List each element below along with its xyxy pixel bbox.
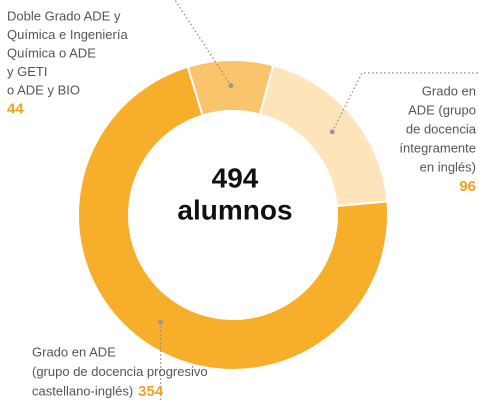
leader-dot bbox=[158, 319, 164, 325]
leader-dot bbox=[329, 129, 335, 135]
donut-segment bbox=[258, 64, 389, 208]
category-label: y GETI bbox=[7, 64, 47, 79]
category-label: ADE (grupo bbox=[408, 102, 476, 117]
category-label: Química e Ingeniería bbox=[7, 27, 128, 42]
category-label: en inglés) bbox=[420, 159, 476, 174]
category-label: íntegramente bbox=[399, 140, 476, 155]
category-label: (grupo de docencia progresivo bbox=[32, 364, 208, 379]
donut-segment bbox=[77, 65, 389, 371]
category-label: Grado en ADE bbox=[32, 344, 116, 359]
center-value: 494 bbox=[212, 162, 259, 193]
value-label: 44 bbox=[7, 100, 24, 117]
value-label: 354 bbox=[138, 383, 164, 400]
leader-dot bbox=[228, 83, 234, 89]
category-label: de docencia bbox=[406, 121, 477, 136]
category-label: castellano-inglés) bbox=[32, 383, 133, 398]
category-label: Química o ADE bbox=[7, 45, 96, 60]
leader-line bbox=[174, 0, 232, 86]
category-label: Grado en bbox=[422, 83, 476, 98]
category-label: Doble Grado ADE y bbox=[7, 8, 121, 23]
category-label: o ADE y BIO bbox=[7, 82, 80, 97]
center-label: alumnos bbox=[177, 194, 292, 225]
value-label: 96 bbox=[459, 178, 476, 195]
